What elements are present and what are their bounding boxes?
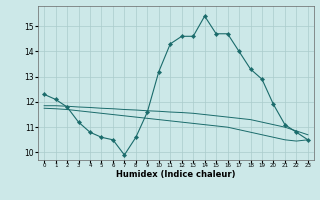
X-axis label: Humidex (Indice chaleur): Humidex (Indice chaleur) [116, 170, 236, 179]
